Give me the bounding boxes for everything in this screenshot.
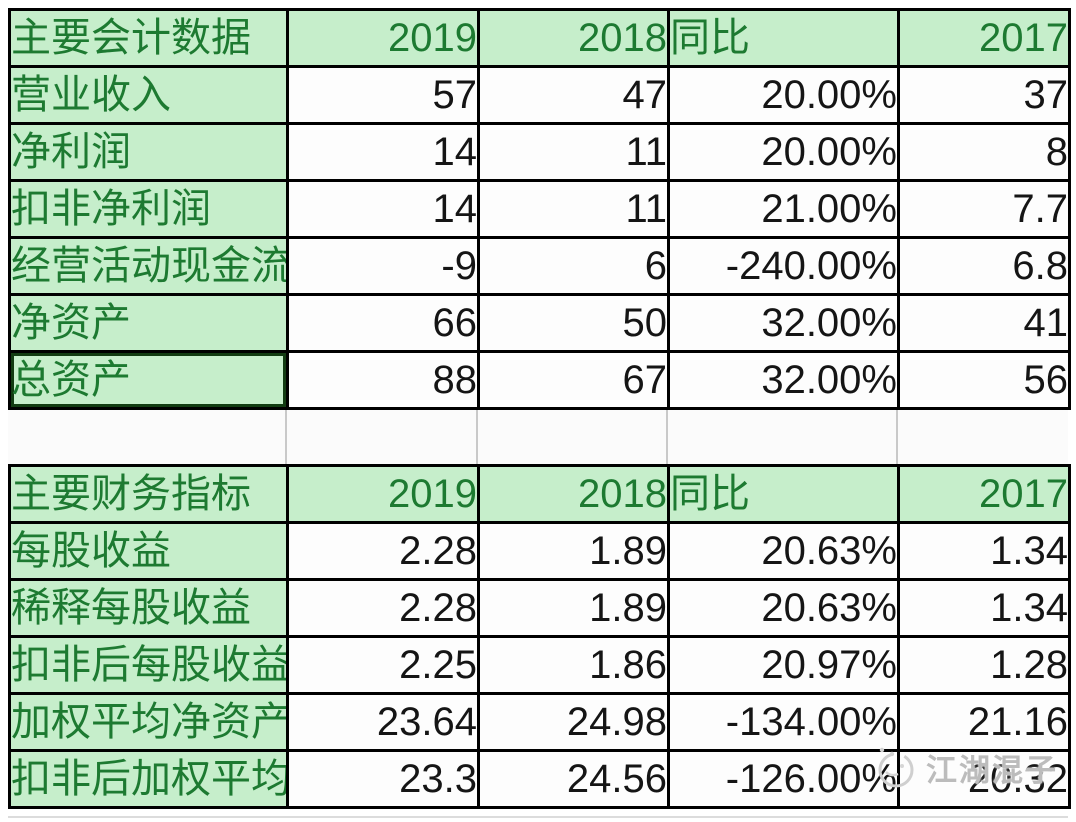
value-cell[interactable]: 32.00%	[667, 293, 900, 353]
gridline	[476, 410, 478, 464]
financial-indicators-table: 主要财务指标 2019 2018 同比 2017 每股收益 2.28 1.89 …	[8, 464, 1071, 809]
value-cell[interactable]: 21.00%	[667, 179, 900, 239]
row-label-cell[interactable]: 净利润	[8, 122, 289, 182]
value-cell[interactable]: 66	[286, 293, 480, 353]
accounting-table: 主要会计数据 2019 2018 同比 2017 营业收入 57 47 20.0…	[8, 8, 1071, 410]
value-cell[interactable]: -134.00%	[667, 692, 900, 752]
value-cell[interactable]: 20.00%	[667, 122, 900, 182]
value-cell[interactable]: 47	[477, 65, 670, 125]
header-cell-title[interactable]: 主要财务指标	[8, 464, 289, 524]
value-cell[interactable]: 1.89	[477, 521, 670, 581]
value-cell[interactable]: 6	[477, 236, 670, 296]
value-cell[interactable]: 37	[897, 65, 1071, 125]
value-cell[interactable]: 1.28	[897, 635, 1071, 695]
header-cell-yoy[interactable]: 同比	[667, 8, 900, 68]
value-cell[interactable]: -240.00%	[667, 236, 900, 296]
value-cell[interactable]: 88	[286, 350, 480, 410]
value-cell[interactable]: 8	[897, 122, 1071, 182]
table-row: 扣非后加权平均 23.3 24.56 -126.00% 20.32	[8, 749, 1071, 809]
table-header-row: 主要财务指标 2019 2018 同比 2017	[8, 464, 1071, 524]
value-cell[interactable]: 2.28	[286, 578, 480, 638]
value-cell[interactable]: 56	[897, 350, 1071, 410]
header-cell-2019[interactable]: 2019	[286, 464, 480, 524]
row-label-cell[interactable]: 扣非净利润	[8, 179, 289, 239]
value-cell[interactable]: 50	[477, 293, 670, 353]
row-label-cell[interactable]: 扣非后每股收益	[8, 635, 289, 695]
value-cell[interactable]: 2.25	[286, 635, 480, 695]
value-cell[interactable]: -126.00%	[667, 749, 900, 809]
value-cell[interactable]: 2.28	[286, 521, 480, 581]
header-cell-2018[interactable]: 2018	[477, 8, 670, 68]
value-cell[interactable]: 1.34	[897, 578, 1071, 638]
value-cell[interactable]: 1.86	[477, 635, 670, 695]
value-cell[interactable]: 1.34	[897, 521, 1071, 581]
row-label-cell[interactable]: 净资产	[8, 293, 289, 353]
table-row: 净利润 14 11 20.00% 8	[8, 122, 1071, 182]
selected-cell-total-assets[interactable]: 总资产	[8, 350, 289, 410]
value-cell[interactable]: 20.97%	[667, 635, 900, 695]
table-row: 扣非净利润 14 11 21.00% 7.7	[8, 179, 1071, 239]
table-row: 稀释每股收益 2.28 1.89 20.63% 1.34	[8, 578, 1071, 638]
header-cell-yoy[interactable]: 同比	[667, 464, 900, 524]
table-row: 每股收益 2.28 1.89 20.63% 1.34	[8, 521, 1071, 581]
value-cell[interactable]: 57	[286, 65, 480, 125]
table-row: 经营活动现金流 -9 6 -240.00% 6.8	[8, 236, 1071, 296]
value-cell[interactable]: 23.3	[286, 749, 480, 809]
value-cell[interactable]: -9	[286, 236, 480, 296]
empty-row[interactable]	[8, 410, 1068, 464]
gridline	[666, 410, 668, 464]
gridline	[285, 410, 287, 464]
value-cell[interactable]: 11	[477, 122, 670, 182]
table-row: 净资产 66 50 32.00% 41	[8, 293, 1071, 353]
gridline	[8, 816, 1068, 818]
value-cell[interactable]: 20.00%	[667, 65, 900, 125]
row-label-cell[interactable]: 加权平均净资产	[8, 692, 289, 752]
value-cell[interactable]: 20.63%	[667, 521, 900, 581]
header-cell-title[interactable]: 主要会计数据	[8, 8, 289, 68]
table-row: 扣非后每股收益 2.25 1.86 20.97% 1.28	[8, 635, 1071, 695]
value-cell[interactable]: 21.16	[897, 692, 1071, 752]
header-cell-2019[interactable]: 2019	[286, 8, 480, 68]
row-label-cell[interactable]: 经营活动现金流	[8, 236, 289, 296]
row-label-cell[interactable]: 稀释每股收益	[8, 578, 289, 638]
value-cell[interactable]: 24.98	[477, 692, 670, 752]
value-cell[interactable]: 11	[477, 179, 670, 239]
header-cell-2018[interactable]: 2018	[477, 464, 670, 524]
table-header-row: 主要会计数据 2019 2018 同比 2017	[8, 8, 1071, 68]
table-row: 加权平均净资产 23.64 24.98 -134.00% 21.16	[8, 692, 1071, 752]
header-cell-2017[interactable]: 2017	[897, 464, 1071, 524]
gridline	[896, 410, 898, 464]
table-row: 营业收入 57 47 20.00% 37	[8, 65, 1071, 125]
value-cell[interactable]: 24.56	[477, 749, 670, 809]
value-cell[interactable]: 14	[286, 179, 480, 239]
value-cell[interactable]: 1.89	[477, 578, 670, 638]
value-cell[interactable]: 6.8	[897, 236, 1071, 296]
row-label-cell[interactable]: 每股收益	[8, 521, 289, 581]
value-cell[interactable]: 41	[897, 293, 1071, 353]
row-label-cell[interactable]: 扣非后加权平均	[8, 749, 289, 809]
value-cell[interactable]: 32.00%	[667, 350, 900, 410]
header-cell-2017[interactable]: 2017	[897, 8, 1071, 68]
value-cell[interactable]: 7.7	[897, 179, 1071, 239]
value-cell[interactable]: 14	[286, 122, 480, 182]
value-cell[interactable]: 20.32	[897, 749, 1071, 809]
value-cell[interactable]: 23.64	[286, 692, 480, 752]
table-row: 总资产 88 67 32.00% 56	[8, 350, 1071, 410]
value-cell[interactable]: 67	[477, 350, 670, 410]
row-label-cell[interactable]: 营业收入	[8, 65, 289, 125]
value-cell[interactable]: 20.63%	[667, 578, 900, 638]
